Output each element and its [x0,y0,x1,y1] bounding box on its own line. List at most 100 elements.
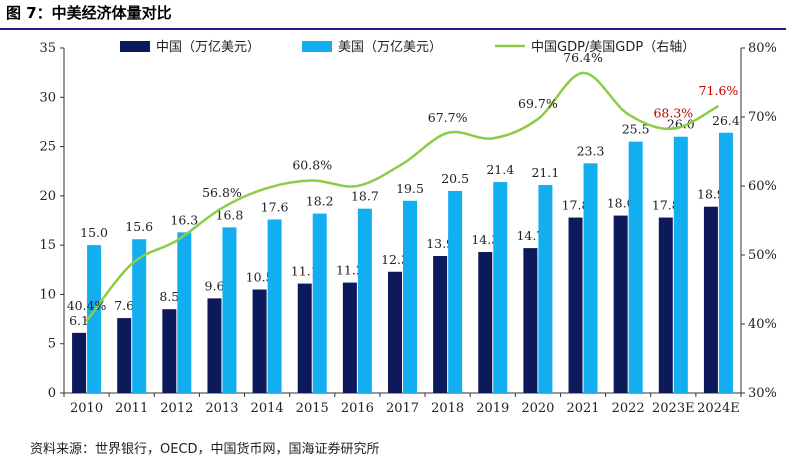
bar-label-china: 11.1 [291,264,319,279]
bar-label-china: 7.6 [114,298,134,313]
bar-china [297,283,312,393]
bar-china [207,298,222,393]
x-tick-label: 2011 [115,401,148,416]
y-tick-label-left: 25 [39,140,56,155]
bar-label-us: 21.1 [531,165,559,180]
ratio-label: 69.7% [518,96,558,111]
x-tick-label: 2018 [431,401,464,416]
bar-us [132,239,147,393]
bar-china [568,217,583,393]
bar-china [388,271,402,393]
bar-china [613,215,628,393]
ratio-label: 56.8% [202,185,242,200]
bar-label-china: 14.7 [516,228,544,243]
figure-title: 图 7：中美经济体量对比 [6,4,172,22]
bar-china [658,217,673,393]
x-tick-label: 2024E [697,401,740,416]
y-tick-label-right: 80% [748,41,777,56]
chart-canvas: 0 5 10 15 20 25 30 35 30% 40% 50% 60% 70% 80% 2010 2011… [39,40,777,416]
bar-us [87,245,102,393]
x-tick-label: 2017 [386,401,419,416]
x-tick-label: 2012 [160,401,193,416]
title-underline [0,28,786,30]
bar-label-us: 26.4 [712,113,740,128]
legend-label-china: 中国（万亿美元） [156,40,260,55]
bar-label-china: 10.5 [246,270,274,285]
y-tick-label-left: 10 [39,287,56,302]
bar-us [312,213,327,393]
bar-us [267,219,282,393]
x-tick-label: 2016 [341,401,374,416]
bar-china [433,255,448,393]
bar-label-us: 25.5 [622,122,650,137]
bar-label-china: 18.9 [697,187,725,202]
bar-label-us: 18.7 [351,189,379,204]
bar-us [448,190,463,393]
ratio-label: 67.7% [428,110,468,125]
x-tick-label: 2013 [205,401,238,416]
x-tick-label: 2010 [70,401,103,416]
legend-swatch-us [302,41,332,52]
y-tick-label-left: 5 [48,337,56,352]
bar-label-china: 14.3 [471,232,499,247]
bar-us [222,227,237,393]
bar-label-china: 18.0 [607,196,635,211]
x-tick-label: 2020 [521,401,554,416]
ratio-label-estimate: 68.3% [653,106,693,121]
bar-china [523,248,538,393]
ratio-line [85,71,720,323]
bar-china [72,332,87,393]
bar-label-us: 19.5 [396,181,424,196]
y-tick-label-left: 30 [39,90,56,105]
y-tick-label-left: 35 [39,41,56,56]
x-tick-label: 2019 [476,401,509,416]
y-tick-label-right: 50% [748,248,777,263]
bar-label-china: 9.6 [205,278,225,293]
bar-label-us: 18.2 [306,194,334,209]
bar-label-us: 16.8 [216,207,244,222]
bar-label-us: 17.6 [261,200,289,215]
bar-china [252,289,267,393]
legend-swatch-china [120,41,150,52]
bar-us [673,136,688,393]
legend-label-ratio: 中国GDP/美国GDP（右轴） [531,40,695,55]
bar-china [162,309,177,393]
y-tick-label-left: 20 [39,189,56,204]
y-tick-label-right: 60% [748,179,777,194]
ratio-label: 76.4% [563,50,603,65]
x-tick-label: 2022 [612,401,645,416]
bar-label-us: 20.5 [441,171,469,186]
bar-label-china: 13.9 [426,236,454,251]
bar-us [628,141,643,393]
y-tick-label-left: 0 [48,386,56,401]
bar-label-us: 23.3 [577,143,605,158]
bar-label-us: 16.3 [170,212,198,227]
bar-label-china: 12.3 [381,252,409,267]
source-note: 资料来源：世界银行，OECD，中国货币网，国海证券研究所 [30,442,380,457]
x-tick-label: 2015 [296,401,329,416]
y-tick-label-left: 15 [39,238,56,253]
bar-label-china: 17.8 [562,198,590,213]
bar-label-us: 21.4 [486,162,514,177]
ratio-label: 60.8% [292,157,332,172]
ratio-label-estimate: 71.6% [699,83,739,98]
y-tick-label-right: 30% [748,386,777,401]
y-tick-label-right: 40% [748,317,777,332]
bar-china [478,252,493,393]
bar-label-us: 15.6 [125,219,153,234]
ratio-label: 40.4% [67,298,107,313]
bar-us [357,208,372,393]
bar-label-us: 15.0 [80,225,108,240]
x-tick-label: 2014 [251,401,284,416]
bar-us [538,185,553,393]
x-tick-label: 2021 [566,401,599,416]
bar-label-china: 17.8 [652,198,680,213]
bar-us [493,182,508,393]
bar-china [117,318,132,393]
y-tick-label-right: 70% [748,110,777,125]
bar-us [583,163,598,393]
bar-label-china: 11.2 [336,263,364,278]
bar-china [703,206,718,393]
bar-us [718,132,733,393]
bar-label-china: 8.5 [159,289,179,304]
